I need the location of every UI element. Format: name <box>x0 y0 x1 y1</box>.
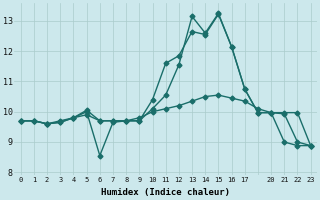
X-axis label: Humidex (Indice chaleur): Humidex (Indice chaleur) <box>101 188 230 197</box>
